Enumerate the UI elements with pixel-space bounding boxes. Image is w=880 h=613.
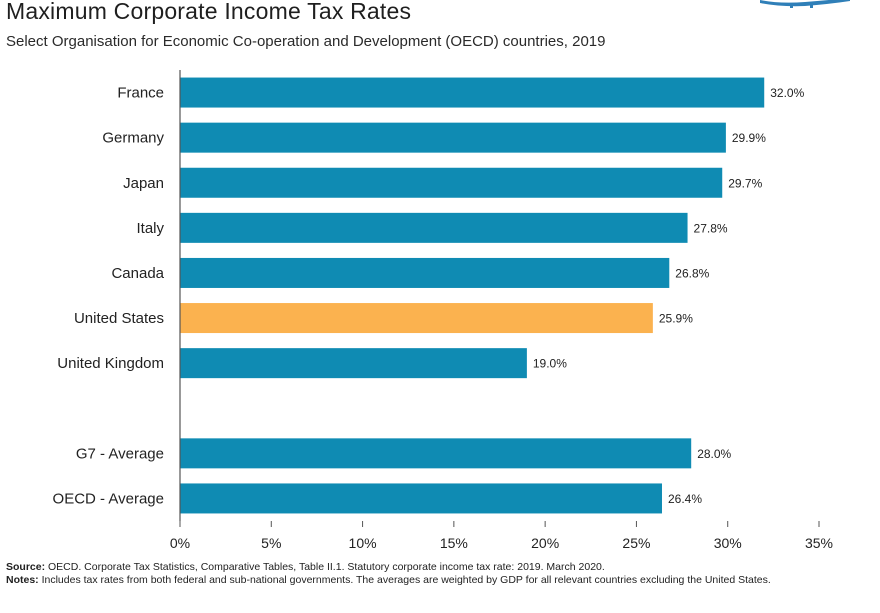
category-label: Germany (102, 130, 164, 147)
x-tick-label: 25% (622, 535, 650, 551)
value-label: 32.0% (770, 86, 804, 100)
x-tick-label: 35% (805, 535, 833, 551)
value-label: 25.9% (659, 312, 693, 326)
notes-text: Includes tax rates from both federal and… (41, 573, 771, 586)
bar (180, 438, 692, 469)
value-label: 19.0% (533, 357, 567, 371)
bar (180, 167, 723, 198)
category-label: Japan (123, 175, 164, 192)
category-label: United Kingdom (57, 355, 164, 372)
category-label: G7 - Average (76, 445, 164, 462)
bar-chart: France 32.0% Germany 29.9% Japan 29.7% Italy 27… (53, 70, 833, 551)
bar (180, 483, 662, 514)
x-tick-label: 20% (531, 535, 559, 551)
value-label: 29.7% (728, 176, 762, 190)
value-label: 27.8% (694, 221, 728, 235)
bar (180, 122, 726, 153)
x-tick-label: 30% (714, 535, 742, 551)
source-note: Source: OECD. Corporate Tax Statistics, … (6, 561, 866, 574)
notes-label: Notes: (6, 573, 39, 586)
x-tick-label: 5% (261, 535, 281, 551)
category-label: OECD - Average (53, 490, 164, 507)
x-tick-label: 10% (349, 535, 377, 551)
bar (180, 212, 688, 243)
bar (180, 77, 765, 108)
bar (180, 257, 670, 288)
source-label: Source: (6, 561, 46, 573)
chart-subtitle: Select Organisation for Economic Co-oper… (6, 33, 606, 50)
category-label: United States (74, 310, 164, 327)
value-label: 29.9% (732, 131, 766, 145)
category-label: Italy (136, 220, 164, 237)
bar (180, 348, 527, 379)
footnotes: Source: OECD. Corporate Tax Statistics, … (6, 561, 866, 586)
category-label: Canada (111, 265, 164, 282)
x-tick-label: 0% (170, 535, 190, 551)
logo-icon (760, 0, 850, 8)
bar (180, 303, 653, 334)
value-label: 26.4% (668, 492, 702, 506)
source-text: OECD. Corporate Tax Statistics, Comparat… (48, 561, 605, 573)
chart-title: Maximum Corporate Income Tax Rates (6, 0, 412, 24)
category-label: France (117, 85, 164, 102)
x-tick-label: 15% (440, 535, 468, 551)
notes-note: Notes: Includes tax rates from both fede… (6, 574, 866, 587)
value-label: 26.8% (675, 266, 709, 280)
value-label: 28.0% (697, 447, 731, 461)
